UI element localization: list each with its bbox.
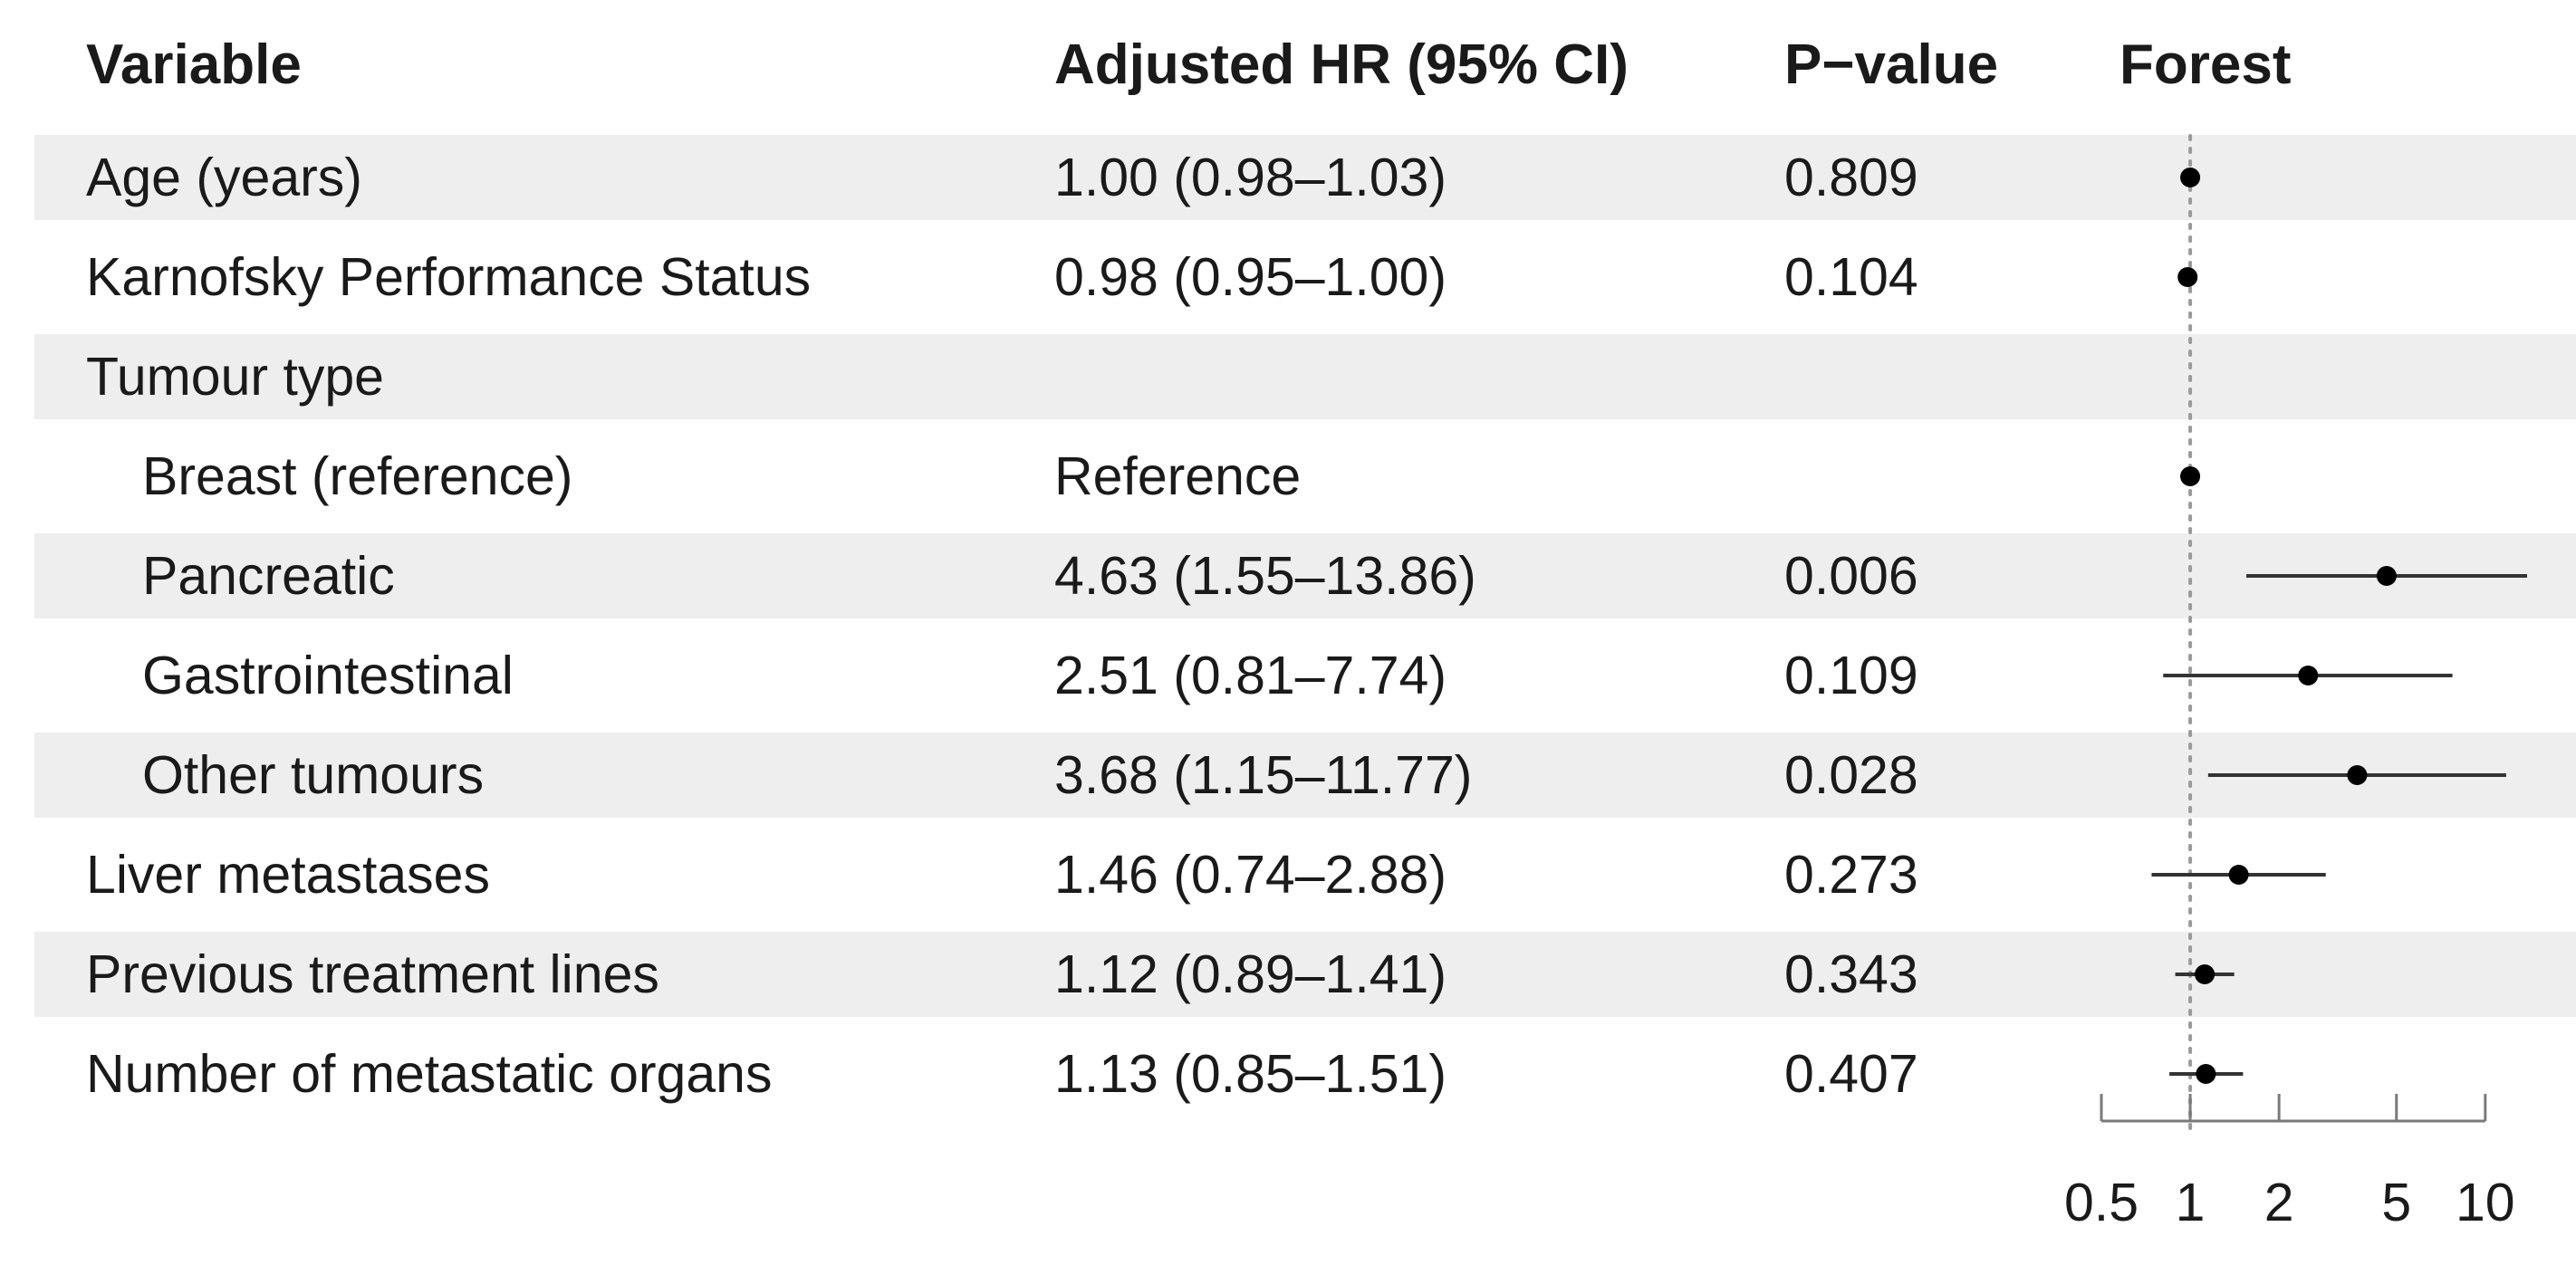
row-stripes xyxy=(34,135,2576,1017)
x-tick-label: 2 xyxy=(2264,1173,2294,1232)
table-row: Pancreatic 4.63 (1.55–13.86) 0.006 xyxy=(142,546,1918,606)
row-stripe xyxy=(34,733,2576,818)
row-variable-label: Breast (reference) xyxy=(142,446,572,506)
row-variable-label: Tumour type xyxy=(86,347,384,407)
row-variable-label: Pancreatic xyxy=(142,546,395,606)
x-tick-label: 10 xyxy=(2456,1173,2515,1232)
row-hr-value: 1.46 (0.74–2.88) xyxy=(1054,845,1447,905)
row-hr-value: 2.51 (0.81–7.74) xyxy=(1054,646,1447,705)
row-p-value: 0.407 xyxy=(1784,1044,1918,1104)
row-p-value: 0.104 xyxy=(1784,247,1918,307)
table-header: Variable Adjusted HR (95% CI) P−value Fo… xyxy=(86,34,2291,96)
hr-point xyxy=(2376,566,2397,586)
header-adjusted-hr: Adjusted HR (95% CI) xyxy=(1054,34,1629,96)
row-hr-value: 3.68 (1.15–11.77) xyxy=(1054,745,1472,805)
x-tick-label: 0.5 xyxy=(2064,1173,2139,1232)
row-p-value: 0.809 xyxy=(1784,148,1918,207)
hr-point xyxy=(2180,466,2201,486)
row-hr-value: Reference xyxy=(1054,446,1301,506)
hr-point xyxy=(2298,666,2319,685)
row-stripe xyxy=(34,135,2576,220)
x-tick-label: 5 xyxy=(2381,1173,2411,1232)
table-row: Previous treatment lines 1.12 (0.89–1.41)… xyxy=(86,944,1918,1004)
table-rows: Age (years) 1.00 (0.98–1.03) 0.809 Karnofsk… xyxy=(86,148,1918,1104)
row-variable-label: Other tumours xyxy=(142,745,484,805)
row-variable-label: Previous treatment lines xyxy=(86,944,659,1004)
table-row: Karnofsky Performance Status 0.98 (0.95–1… xyxy=(86,247,1918,307)
row-stripe xyxy=(34,932,2576,1017)
row-p-value: 0.006 xyxy=(1784,546,1918,606)
row-hr-value: 4.63 (1.55–13.86) xyxy=(1054,546,1476,606)
hr-point xyxy=(2195,964,2216,984)
hr-point xyxy=(2180,168,2201,187)
table-row: Number of metastatic organs 1.13 (0.85–1.… xyxy=(86,1044,1918,1104)
row-hr-value: 1.13 (0.85–1.51) xyxy=(1054,1044,1447,1104)
row-p-value: 0.273 xyxy=(1784,845,1918,905)
row-stripe xyxy=(34,334,2576,419)
row-p-value: 0.028 xyxy=(1784,745,1918,805)
x-axis: 0.5 1 2 5 10 xyxy=(2064,1094,2515,1232)
hr-point xyxy=(2347,765,2368,785)
row-variable-label: Liver metastases xyxy=(86,845,490,905)
row-variable-label: Number of metastatic organs xyxy=(86,1044,773,1104)
table-row: Breast (reference) Reference xyxy=(142,446,1301,506)
hr-point xyxy=(2177,267,2198,287)
row-variable-label: Karnofsky Performance Status xyxy=(86,247,811,307)
table-row: Age (years) 1.00 (0.98–1.03) 0.809 xyxy=(86,148,1918,207)
row-hr-value: 1.00 (0.98–1.03) xyxy=(1054,148,1447,207)
table-row: Liver metastases 1.46 (0.74–2.88) 0.273 xyxy=(86,845,1918,905)
hr-point xyxy=(2196,1064,2216,1084)
row-hr-value: 1.12 (0.89–1.41) xyxy=(1054,944,1447,1004)
table-row: Other tumours 3.68 (1.15–11.77) 0.028 xyxy=(142,745,1918,805)
row-variable-label: Age (years) xyxy=(86,148,362,207)
row-p-value: 0.343 xyxy=(1784,944,1918,1004)
header-variable: Variable xyxy=(86,34,302,96)
row-stripe xyxy=(34,533,2576,618)
row-hr-value: 0.98 (0.95–1.00) xyxy=(1054,247,1447,307)
row-p-value: 0.109 xyxy=(1784,646,1918,705)
x-tick-label: 1 xyxy=(2176,1173,2206,1232)
forest-panel xyxy=(2151,134,2527,1138)
row-variable-label: Gastrointestinal xyxy=(142,646,514,705)
header-forest: Forest xyxy=(2119,34,2291,96)
table-row: Tumour type xyxy=(86,347,384,407)
table-row: Gastrointestinal 2.51 (0.81–7.74) 0.109 xyxy=(142,646,1918,705)
hr-point xyxy=(2228,865,2249,885)
header-p-value: P−value xyxy=(1784,34,1998,96)
